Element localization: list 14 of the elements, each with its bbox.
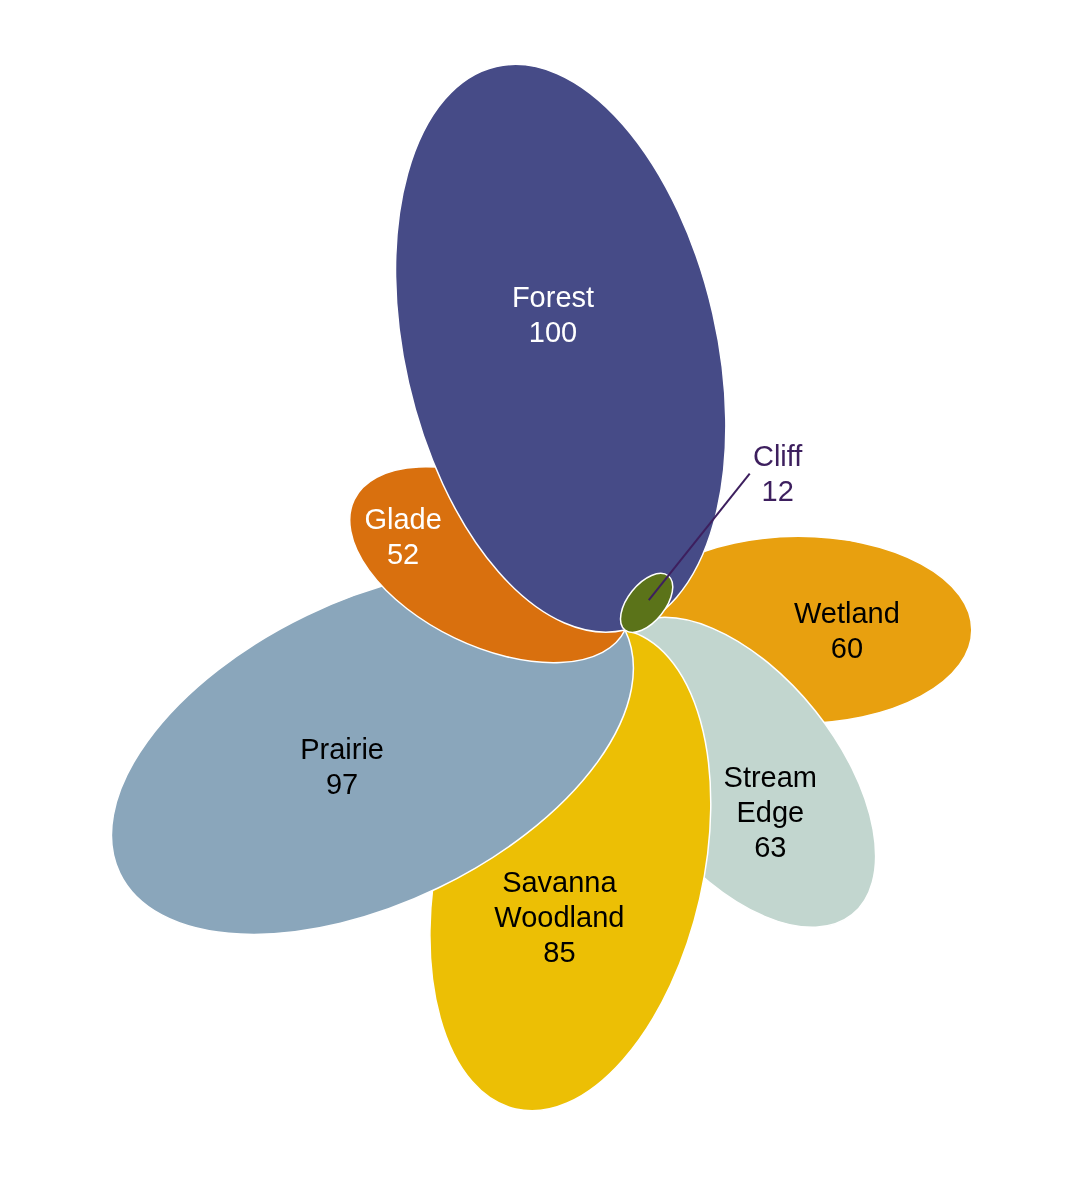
data-label: 85: [543, 936, 576, 969]
data-label: 100: [528, 315, 578, 348]
category-label: Forest: [511, 280, 595, 313]
category-label: Savanna Woodland: [494, 866, 625, 934]
data-label: 97: [325, 767, 359, 800]
data-label: 60: [830, 631, 864, 664]
category-label: Wetland: [794, 596, 900, 629]
data-label: 12: [761, 475, 794, 508]
data-label: 52: [386, 538, 420, 571]
category-label: Cliff: [752, 440, 804, 473]
category-label: Glade: [364, 503, 442, 536]
category-label: Prairie: [300, 732, 385, 765]
category-label: Stream Edge: [723, 761, 818, 829]
data-label: 63: [754, 831, 787, 864]
